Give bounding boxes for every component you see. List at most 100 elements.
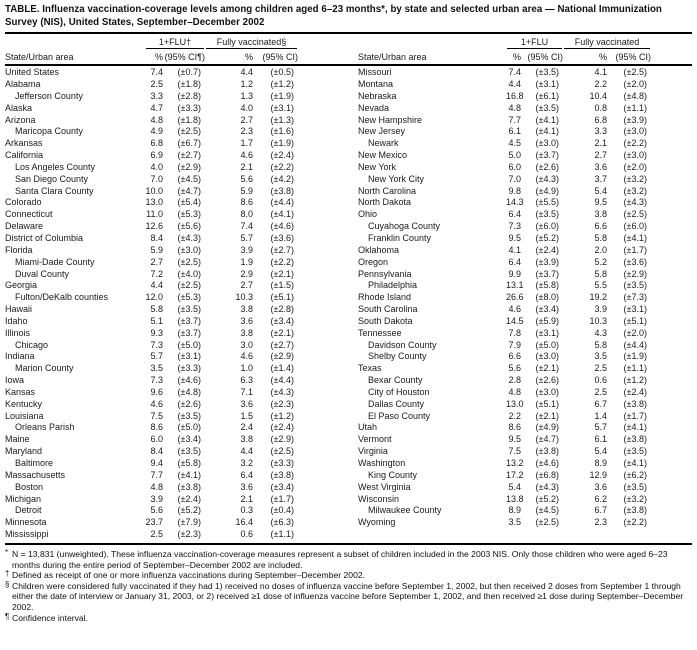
flu-pct-value: 13.8: [506, 493, 524, 504]
area-name: New Mexico: [358, 150, 408, 161]
flu-pct-value: 9.9: [508, 268, 521, 279]
area-name: Chicago: [15, 339, 49, 350]
flu-pct-value: 5.6: [150, 505, 163, 516]
table-header-row: 1+FLU† Fully vaccinated§ State/Urban are…: [5, 34, 692, 65]
flu-ci-value: (±2.6): [177, 398, 201, 409]
fully-pct-value: 5.8: [594, 268, 607, 279]
area-name: Fulton/DeKalb counties: [15, 292, 109, 303]
flu-pct-value: 2.8: [508, 375, 521, 386]
fully-pct-value: 0.6: [594, 375, 607, 386]
flu-ci-value: (±2.6): [535, 375, 559, 386]
area-name: Rhode Island: [358, 292, 412, 303]
area-name: Idaho: [5, 315, 28, 326]
flu-pct-value: 7.4: [150, 67, 163, 78]
fully-ci-value: (±5.1): [623, 315, 647, 326]
fully-ci-value: (±3.0): [623, 126, 647, 137]
fully-ci-value: (±2.0): [623, 79, 647, 90]
fully-ci-value: (±4.2): [270, 173, 294, 184]
fully-ci-value: (±1.9): [623, 351, 647, 362]
flu-ci-value: (±4.5): [177, 173, 201, 184]
header-spacer: [5, 37, 145, 50]
fully-ci-value: (±1.6): [270, 126, 294, 137]
fully-ci-value: (±2.9): [270, 351, 294, 362]
footnote-text: Confidence interval.: [12, 612, 88, 623]
flu-ci-value: (±0.7): [177, 67, 201, 78]
flu-ci-value: (±3.8): [535, 446, 559, 457]
flu-pct-value: 4.7: [150, 102, 163, 113]
fully-pct-value: 6.7: [594, 505, 607, 516]
flu-ci-value: (±3.4): [535, 304, 559, 315]
fully-pct-value: 3.3: [594, 126, 607, 137]
flu-pct-value: 8.9: [508, 505, 521, 516]
flu-pct-value: 7.8: [508, 327, 521, 338]
flu-ci-value: (±6.7): [177, 138, 201, 149]
area-name: North Dakota: [358, 197, 412, 208]
fully-pct-value: 19.2: [589, 292, 607, 303]
fully-ci-value: (±2.5): [623, 209, 647, 220]
flu-ci-value: (±3.5): [535, 67, 559, 78]
area-name: Ohio: [358, 209, 378, 220]
flu-ci-value: (±5.6): [177, 221, 201, 232]
fully-ci-value: (±7.3): [623, 292, 647, 303]
flu-ci-value: (±5.4): [177, 197, 201, 208]
right-col-flu-ci: (95% CI): [527, 51, 563, 62]
flu-pct-value: 4.5: [508, 138, 521, 149]
flu-ci-value: (±3.7): [535, 268, 559, 279]
flu-ci-value: (±4.1): [535, 126, 559, 137]
fully-ci-value: (±2.4): [623, 386, 647, 397]
flu-ci-value: (±3.3): [177, 102, 201, 113]
flu-ci-value: (±5.5): [535, 197, 559, 208]
flu-pct-value: 6.1: [508, 126, 521, 137]
area-name: Tennessee: [358, 327, 402, 338]
flu-pct-value: 7.9: [508, 339, 521, 350]
fully-pct-value: 5.4: [594, 185, 607, 196]
fully-pct-value: 2.4: [240, 422, 253, 433]
flu-ci-value: (±6.0): [535, 221, 559, 232]
fully-ci-value: (±1.1): [623, 363, 647, 374]
flu-ci-value: (±4.6): [535, 458, 559, 469]
flu-pct-value: 12.0: [145, 292, 163, 303]
fully-pct-value: 3.9: [240, 244, 253, 255]
area-name: Iowa: [5, 375, 25, 386]
left-col-fully-ci: (95% CI): [262, 51, 298, 62]
area-name: Nebraska: [358, 90, 397, 101]
flu-ci-value: (±3.5): [535, 102, 559, 113]
footnote-marker: *: [5, 548, 9, 558]
area-name: Miami-Dade County: [15, 256, 95, 267]
fully-pct-value: 1.0: [240, 363, 253, 374]
fully-pct-value: 0.6: [240, 529, 253, 540]
area-name: Texas: [358, 363, 382, 374]
fully-pct-value: 5.2: [594, 256, 607, 267]
flu-ci-value: (±3.5): [177, 410, 201, 421]
area-name: New York: [358, 161, 397, 172]
area-name: Vermont: [358, 434, 392, 445]
flu-ci-value: (±4.7): [535, 434, 559, 445]
area-name: Duval County: [15, 268, 70, 279]
fully-pct-value: 1.9: [240, 256, 253, 267]
fully-pct-value: 1.2: [240, 79, 253, 90]
fully-ci-value: (±1.4): [270, 363, 294, 374]
fully-ci-value: (±1.7): [623, 410, 647, 421]
flu-ci-value: (±2.1): [535, 410, 559, 421]
fully-pct-value: 2.1: [240, 493, 253, 504]
fully-ci-value: (±2.2): [270, 256, 294, 267]
flu-ci-value: (±5.9): [535, 315, 559, 326]
area-name: King County: [368, 469, 418, 480]
flu-ci-value: (±3.3): [177, 363, 201, 374]
fully-pct-value: 3.6: [240, 398, 253, 409]
flu-ci-value: (±3.7): [535, 150, 559, 161]
fully-pct-value: 3.2: [240, 458, 253, 469]
fully-ci-value: (±3.6): [623, 256, 647, 267]
fully-ci-value: (±6.3): [270, 517, 294, 528]
right-table-header: 1+FLU Fully vaccinated State/Urban area …: [358, 37, 651, 65]
area-name: West Virginia: [358, 481, 411, 492]
area-name: Oregon: [358, 256, 389, 267]
flu-pct-value: 7.0: [150, 173, 163, 184]
flu-ci-value: (±4.3): [177, 232, 201, 243]
fully-ci-value: (±1.7): [623, 244, 647, 255]
flu-pct-value: 4.1: [508, 244, 521, 255]
flu-ci-value: (±5.2): [535, 232, 559, 243]
flu-ci-value: (±6.1): [535, 90, 559, 101]
fully-ci-value: (±4.1): [270, 209, 294, 220]
flu-pct-value: 12.6: [145, 221, 163, 232]
